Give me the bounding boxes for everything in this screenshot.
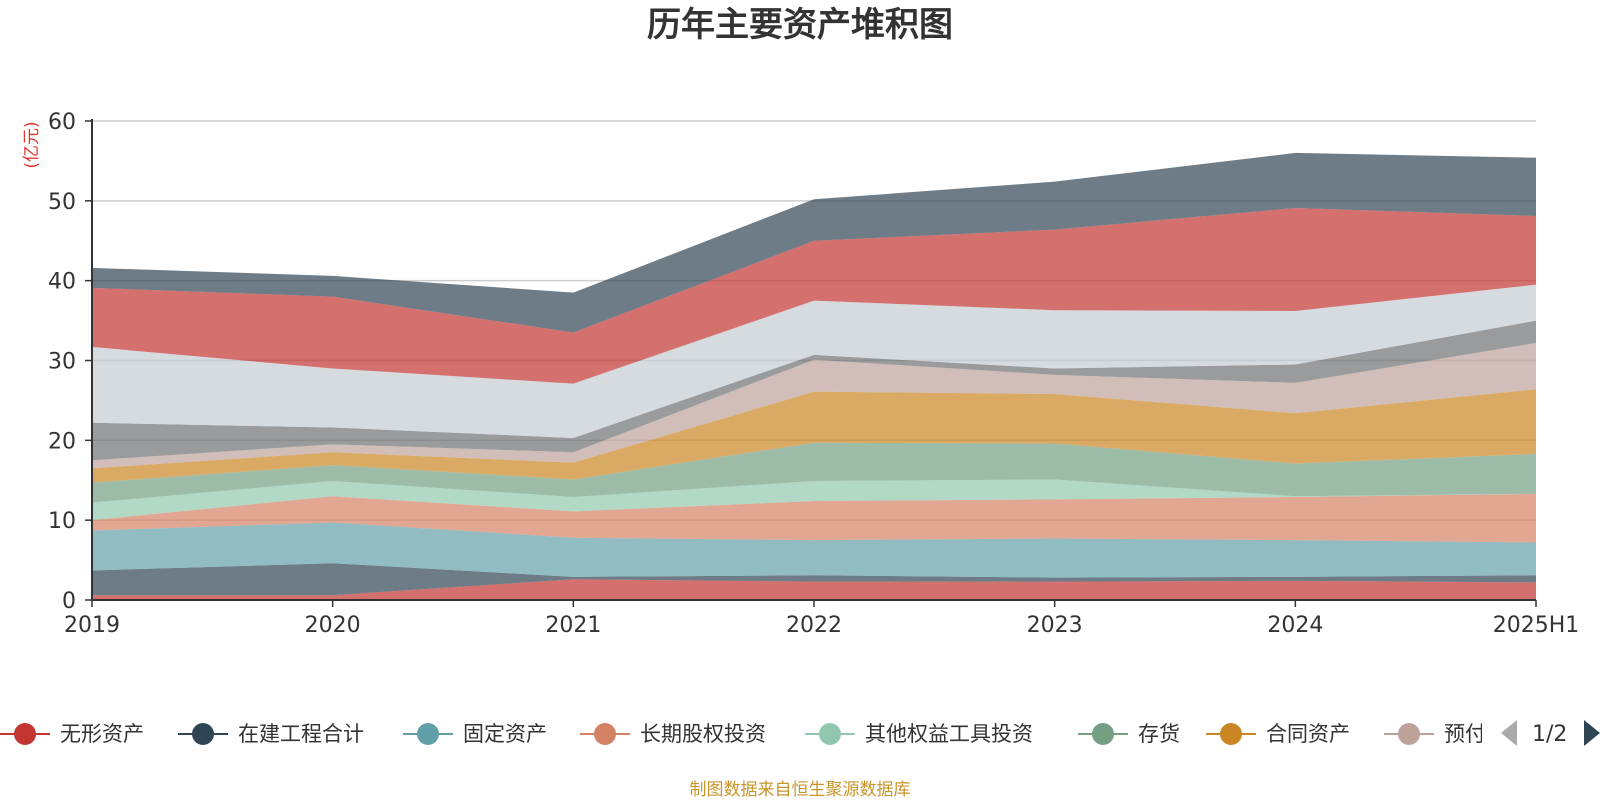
legend-item[interactable]: 存货 [1078, 722, 1180, 746]
axes: 0 10 20 30 40 50 60 2019 2020 2021 2022 2023 2024 202… [48, 110, 1579, 638]
area-series [92, 563, 1536, 596]
legend-circle-marker [1398, 723, 1420, 745]
legend-label: 预付款项 [1444, 722, 1528, 746]
triangle-right-icon[interactable] [1584, 720, 1600, 746]
legend-circle-marker [1092, 723, 1114, 745]
legend-item[interactable]: 固定资产 [403, 722, 547, 746]
y-tick-label: 30 [48, 350, 76, 375]
y-tick-label: 40 [48, 270, 76, 295]
legend-pager: 1/2 [1501, 720, 1600, 747]
legend-label: 合同资产 [1266, 722, 1350, 746]
y-axis-unit-label: (亿元) [22, 121, 42, 168]
chart-title: 历年主要资产堆积图 [647, 5, 953, 45]
legend-label: 无形资产 [60, 722, 144, 746]
y-tick-label: 0 [62, 589, 76, 614]
x-tick-label: 2025H1 [1493, 613, 1580, 638]
area-series [92, 479, 1536, 521]
legend-page-indicator: 1/2 [1532, 722, 1567, 747]
triangle-left-icon[interactable] [1501, 720, 1517, 746]
legend-circle-marker [594, 723, 616, 745]
x-tick-label: 2020 [305, 613, 361, 638]
area-series [92, 442, 1536, 503]
area-series [92, 493, 1536, 543]
legend-circle-marker [14, 723, 36, 745]
stacked-areas [92, 152, 1536, 600]
area-series [92, 522, 1536, 578]
legend-item[interactable]: 预付款项 [1384, 722, 1528, 746]
legend-item[interactable]: 无形资产 [0, 722, 144, 746]
y-tick-label: 10 [48, 509, 76, 534]
area-series [92, 342, 1536, 469]
x-tick-label: 2022 [786, 613, 842, 638]
legend: 无形资产 在建工程合计 固定资产 长期股权投资 其他权益工具投资 存货 合同资产 预付款项 [0, 722, 1528, 746]
legend-item[interactable]: 其他权益工具投资 [805, 722, 1033, 746]
legend-items: 无形资产 在建工程合计 固定资产 长期股权投资 其他权益工具投资 存货 合同资产 预付款项 [0, 722, 1528, 746]
legend-label: 在建工程合计 [238, 722, 364, 746]
x-tick-label: 2024 [1267, 613, 1323, 638]
legend-label: 其他权益工具投资 [865, 722, 1033, 746]
area-series [92, 320, 1536, 461]
x-tick-label: 2021 [545, 613, 601, 638]
legend-circle-marker [417, 723, 439, 745]
y-tick-label: 50 [48, 190, 76, 215]
legend-label: 存货 [1138, 722, 1180, 746]
legend-item[interactable]: 在建工程合计 [178, 722, 364, 746]
y-tick-label: 60 [48, 110, 76, 135]
area-series [92, 389, 1536, 483]
area-series [92, 284, 1536, 438]
data-source-note: 制图数据来自恒生聚源数据库 [690, 780, 911, 800]
legend-circle-marker [192, 723, 214, 745]
legend-label: 固定资产 [463, 722, 547, 746]
area-series [92, 152, 1536, 333]
legend-item[interactable]: 长期股权投资 [580, 722, 766, 746]
x-tick-label: 2023 [1027, 613, 1083, 638]
area-series [92, 579, 1536, 600]
legend-label: 长期股权投资 [640, 722, 766, 746]
legend-circle-marker [819, 723, 841, 745]
legend-circle-marker [1220, 723, 1242, 745]
x-tick-label: 2019 [64, 613, 120, 638]
area-series [92, 208, 1536, 384]
legend-item[interactable]: 合同资产 [1206, 722, 1350, 746]
y-tick-label: 20 [48, 429, 76, 454]
